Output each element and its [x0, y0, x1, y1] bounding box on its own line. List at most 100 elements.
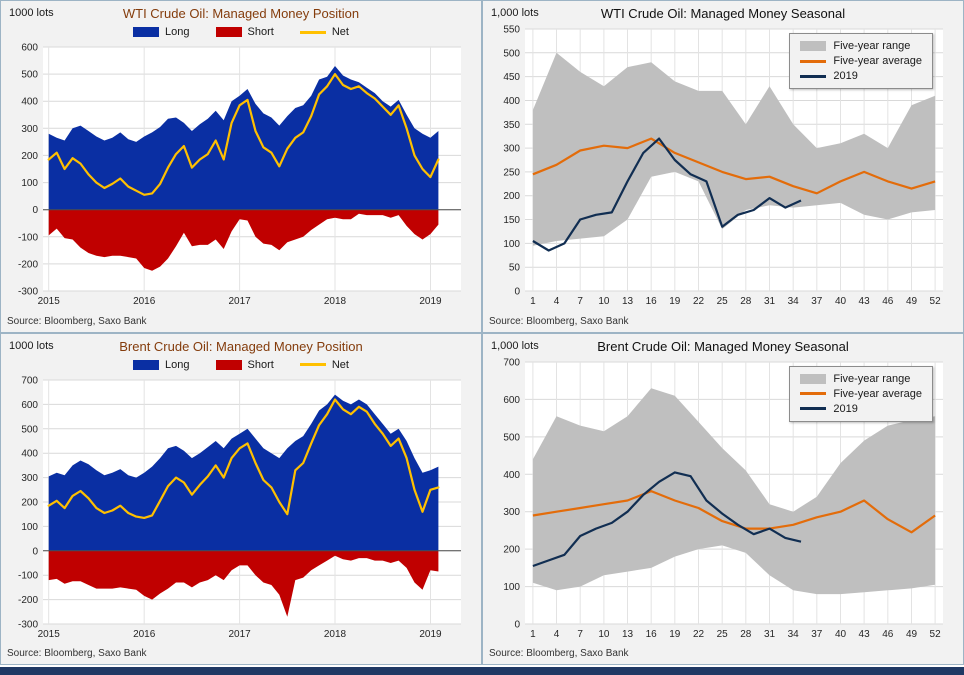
legend-label: Five-year range [833, 40, 911, 52]
y-axis-units-label: 1000 lots [9, 7, 54, 19]
legend-label: Five-year average [833, 387, 922, 400]
svg-text:200: 200 [21, 151, 38, 162]
svg-text:2018: 2018 [324, 629, 347, 640]
source-note: Source: Bloomberg, Saxo Bank [7, 648, 147, 659]
svg-text:600: 600 [503, 394, 520, 405]
svg-text:2019: 2019 [419, 296, 442, 307]
svg-text:200: 200 [503, 191, 520, 202]
average-line-swatch [800, 392, 827, 395]
svg-text:40: 40 [835, 629, 847, 640]
average-line-swatch [800, 59, 827, 63]
long-swatch [133, 27, 160, 37]
svg-text:-100: -100 [18, 232, 38, 243]
svg-text:500: 500 [21, 424, 38, 435]
range-swatch [800, 373, 827, 384]
svg-text:0: 0 [514, 287, 520, 298]
svg-text:4: 4 [554, 629, 560, 640]
svg-text:19: 19 [669, 296, 681, 307]
legend-item-range: Five-year range [800, 40, 922, 52]
range-swatch [800, 41, 827, 51]
svg-text:2017: 2017 [228, 629, 251, 640]
panel-header: 1,000 lots WTI Crude Oil: Managed Money … [487, 3, 959, 23]
svg-text:34: 34 [788, 296, 800, 307]
svg-text:2015: 2015 [38, 629, 61, 640]
wti-position-plot: -300 -200 -100 0 100 200 300 400 500 600 2015 2016 2… [18, 43, 461, 307]
legend-label: 2019 [833, 402, 858, 415]
brent-position-plot: -300 -200 -100 0 100 200 300 400 500 600 700 2015 20… [18, 375, 461, 640]
legend-label: Long [165, 358, 190, 371]
legend-label: Five-year range [833, 372, 911, 385]
svg-text:300: 300 [21, 473, 38, 484]
svg-text:2015: 2015 [38, 296, 61, 307]
svg-text:37: 37 [811, 629, 823, 640]
svg-text:22: 22 [693, 629, 705, 640]
net-line-swatch [299, 363, 326, 366]
year-line-swatch [800, 407, 827, 410]
chart-title: Brent Crude Oil: Managed Money Seasonal [597, 338, 849, 354]
svg-text:-300: -300 [18, 287, 38, 298]
panel-header: 1,000 lots Brent Crude Oil: Managed Mone… [487, 336, 959, 356]
svg-text:200: 200 [503, 544, 520, 555]
long-swatch [133, 359, 160, 370]
svg-text:-200: -200 [18, 595, 38, 606]
svg-text:-300: -300 [18, 619, 38, 630]
svg-text:43: 43 [859, 296, 871, 307]
svg-text:500: 500 [503, 48, 520, 59]
svg-text:400: 400 [503, 469, 520, 480]
legend-label: 2019 [833, 70, 858, 82]
svg-text:450: 450 [503, 72, 520, 83]
svg-text:10: 10 [598, 296, 610, 307]
svg-text:49: 49 [906, 629, 918, 640]
svg-text:52: 52 [930, 296, 942, 307]
legend-label: Short [247, 358, 274, 371]
svg-text:150: 150 [503, 215, 520, 226]
svg-text:-100: -100 [18, 570, 38, 581]
svg-text:550: 550 [503, 25, 520, 36]
svg-text:28: 28 [740, 629, 752, 640]
svg-text:31: 31 [764, 296, 776, 307]
source-note: Source: Bloomberg, Saxo Bank [489, 315, 629, 327]
svg-text:13: 13 [622, 629, 634, 640]
legend-item-average: Five-year average [800, 55, 922, 67]
legend-item-range: Five-year range [800, 373, 922, 385]
svg-text:25: 25 [717, 629, 729, 640]
svg-text:0: 0 [32, 205, 38, 216]
svg-text:0: 0 [514, 619, 520, 630]
plot-wrap: 0 50 100 150 200 250 300 350 400 450 500 550 1 4 7 10 13… [487, 23, 959, 316]
short-swatch [215, 27, 242, 37]
svg-text:200: 200 [21, 497, 38, 508]
panel-header: 1000 lots WTI Crude Oil: Managed Money P… [5, 3, 477, 23]
chart-title: WTI Crude Oil: Managed Money Position [122, 6, 360, 21]
legend-item-short: Short [215, 358, 274, 371]
chart-legend: Long Short Net [5, 23, 477, 41]
svg-text:7: 7 [577, 296, 583, 307]
panel-brent-seasonal: 1,000 lots Brent Crude Oil: Managed Mone… [483, 333, 963, 664]
svg-text:52: 52 [930, 629, 942, 640]
panel-wti-position: 1000 lots WTI Crude Oil: Managed Money P… [1, 1, 481, 332]
svg-text:28: 28 [740, 296, 752, 307]
svg-text:-200: -200 [18, 259, 38, 270]
svg-text:10: 10 [598, 629, 610, 640]
svg-text:46: 46 [882, 296, 894, 307]
svg-text:600: 600 [21, 43, 38, 54]
legend-item-average: Five-year average [800, 388, 922, 400]
svg-text:600: 600 [21, 399, 38, 410]
legend-item-net: Net [299, 26, 349, 38]
svg-text:16: 16 [646, 296, 658, 307]
legend-item-long: Long [133, 26, 190, 38]
chart-legend: Five-year range Five-year average 2019 [789, 365, 933, 422]
plot-wrap: -300 -200 -100 0 100 200 300 400 500 600 2015 2016 2… [5, 41, 477, 316]
svg-text:100: 100 [21, 521, 38, 532]
panel-wti-seasonal: 1,000 lots WTI Crude Oil: Managed Money … [483, 1, 963, 332]
svg-text:49: 49 [906, 296, 918, 307]
svg-text:16: 16 [646, 629, 658, 640]
svg-text:34: 34 [788, 629, 800, 640]
svg-text:300: 300 [503, 144, 520, 155]
legend-label: Net [331, 358, 349, 371]
short-swatch [215, 359, 242, 370]
svg-text:400: 400 [21, 97, 38, 108]
svg-text:19: 19 [669, 629, 681, 640]
source-note: Source: Bloomberg, Saxo Bank [7, 315, 147, 327]
y-axis-units-label: 1,000 lots [491, 339, 539, 352]
